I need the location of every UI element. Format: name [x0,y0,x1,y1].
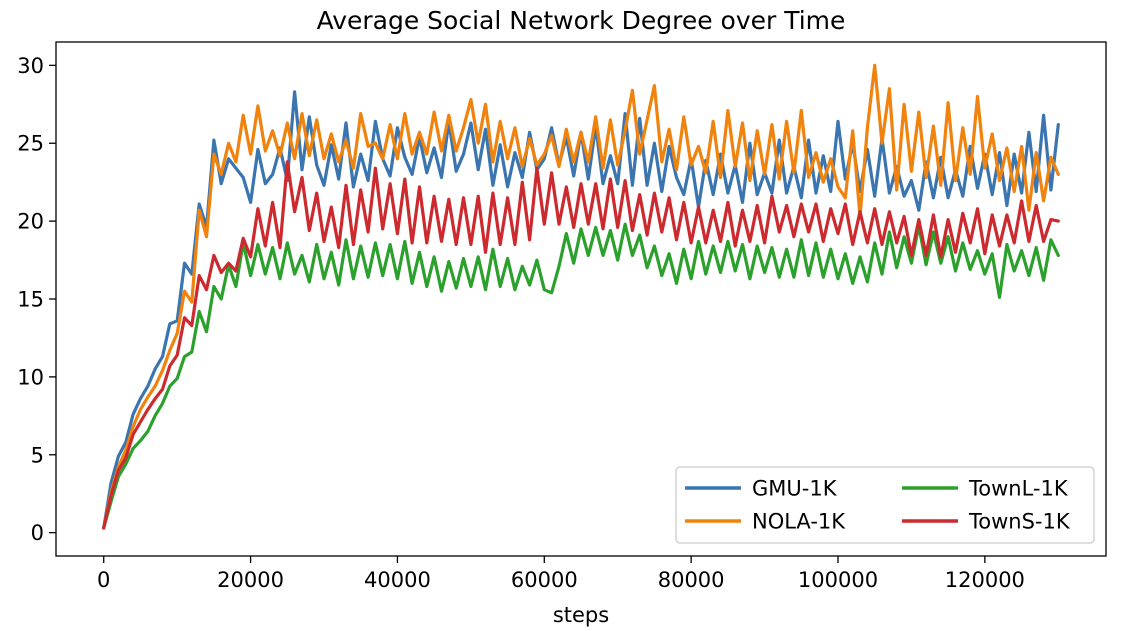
series-line-2 [102,222,1060,530]
series-line-1 [102,63,1060,530]
y-tick-label-0: 0 [31,521,44,545]
x-tick-label-6: 120000 [945,568,1025,592]
x-tick-label-5: 100000 [798,568,878,592]
y-tick-label-4: 20 [17,210,44,234]
y-tick-label-5: 25 [17,132,44,156]
legend-label-1: NOLA-1K [752,510,846,534]
x-axis-label: steps [553,603,609,627]
legend-box [675,466,1095,544]
series-layer [102,63,1060,530]
x-tick-label-0: 0 [97,568,110,592]
x-tick-label-3: 60000 [511,568,578,592]
chart-title: Average Social Network Degree over Time [317,6,846,35]
legend-label-3: TownS-1K [968,510,1071,534]
x-tick-label-4: 80000 [658,568,725,592]
axes-layer: 0 20000 40000 60000 80000 100000 120000 0 5 10 15 2… [17,41,1107,592]
x-tick-label-1: 20000 [217,568,284,592]
legend-label-0: GMU-1K [752,477,838,501]
y-tick-label-1: 5 [31,443,44,467]
legend-label-2: TownL-1K [968,477,1069,501]
series-line-0 [102,90,1060,530]
legend: GMU-1K NOLA-1K TownL-1K TownS-1K [675,466,1095,544]
y-tick-label-2: 10 [17,365,44,389]
series-line-3 [102,160,1060,530]
y-tick-label-6: 30 [17,54,44,78]
y-tick-label-3: 15 [17,288,44,312]
x-tick-label-2: 40000 [364,568,431,592]
